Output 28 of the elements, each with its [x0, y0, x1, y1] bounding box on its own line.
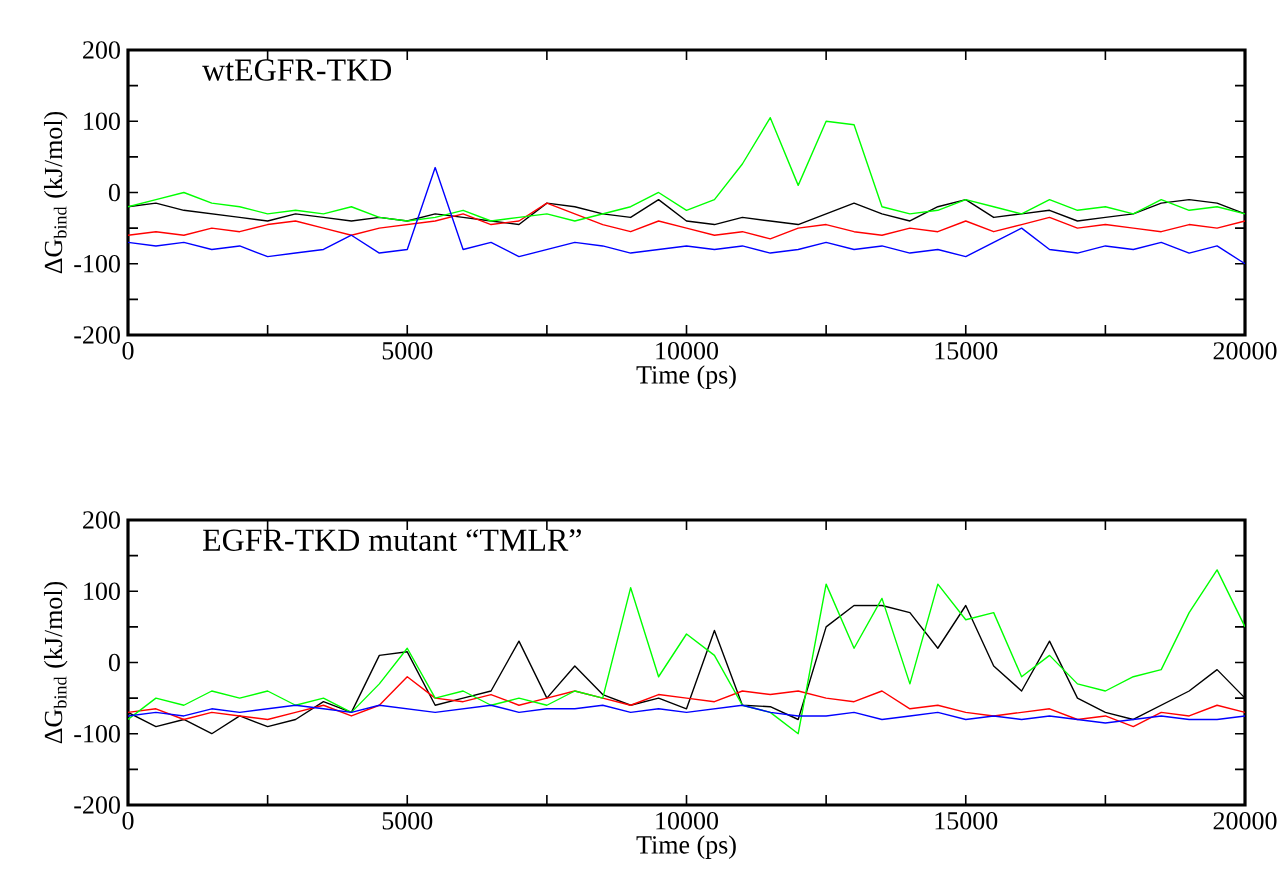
y-axis-title: ΔG$_{bind}$ (kJ/mol)	[43, 581, 68, 744]
y-tick-label: -200	[74, 796, 120, 814]
y-tick-label: -100	[74, 724, 120, 743]
y-tick-label: -100	[74, 254, 120, 273]
line-series	[128, 676, 1246, 728]
y-tick-label: 200	[83, 41, 120, 59]
chart-title: EGFR-TKD mutant “TMLR”	[203, 529, 581, 551]
y-axis-title: ΔG$_{bind}$ (kJ/mol)	[43, 111, 68, 274]
x-tick-label: 15000	[935, 342, 998, 360]
y-tick-label: -200	[74, 326, 120, 344]
y-tick-label: 0	[108, 653, 120, 672]
x-tick-label: 20000	[1213, 812, 1277, 830]
x-tick-label: 5000	[382, 812, 433, 830]
x-tick-label: 10000	[656, 812, 719, 830]
x-tick-label: 10000	[656, 342, 719, 360]
y-tick-label: 100	[84, 582, 120, 601]
y-tick-label: 100	[84, 112, 120, 131]
y-tick-label: 0	[108, 183, 120, 202]
x-tick-label: 0	[122, 342, 134, 360]
x-tick-label: 5000	[382, 342, 433, 360]
x-tick-label: 15000	[935, 812, 998, 830]
x-axis-title: Time (ps)	[636, 835, 736, 859]
line-series	[128, 569, 1246, 735]
x-tick-label: 20000	[1213, 342, 1277, 360]
y-tick-label: 200	[83, 511, 120, 529]
x-tick-label: 0	[122, 812, 134, 830]
x-axis-title: Time (ps)	[636, 365, 736, 389]
chart-title: wtEGFR-TKD	[202, 59, 392, 81]
